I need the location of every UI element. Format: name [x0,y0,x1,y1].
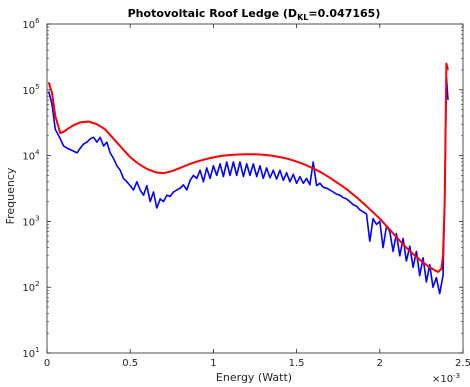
plot-frame [46,23,464,354]
y-axis-label: Frequency [4,167,17,224]
x-exponent-power: -3 [453,372,460,380]
y-tick-label: 104 [22,149,40,163]
title-subscript: KL [297,13,308,22]
x-tick-label: 2 [377,358,383,369]
y-tick-label: 105 [22,83,39,97]
y-tick-label: 106 [22,17,40,31]
x-tick-label: 2.5 [455,358,470,369]
x-axis-label: Energy (Watt) [216,371,292,384]
title-main: Photovoltaic Roof Ledge (D [128,7,297,20]
title-suffix: =0.047165) [308,7,380,20]
plot-area [47,24,463,353]
x-axis-exponent: ×10-3 [432,372,460,385]
y-axis: 101 102 103 104 105 106 [22,17,463,360]
y-tick-label: 103 [22,214,39,228]
series-line-0 [47,75,449,295]
x-tick-label: 0 [44,358,50,369]
series-layer [47,62,449,295]
x-tick-label: 1.5 [289,358,305,369]
y-tick-label: 102 [22,280,39,294]
x-axis: 0 0.5 1 1.5 2 2.5 [44,24,470,369]
x-exponent-base: ×10 [432,374,453,385]
chart-title: Photovoltaic Roof Ledge (DKL=0.047165) [128,7,381,22]
x-tick-label: 0.5 [122,358,138,369]
x-tick-label: 1 [210,358,216,369]
y-tick-label: 101 [22,346,39,360]
series-line-1 [47,62,449,273]
